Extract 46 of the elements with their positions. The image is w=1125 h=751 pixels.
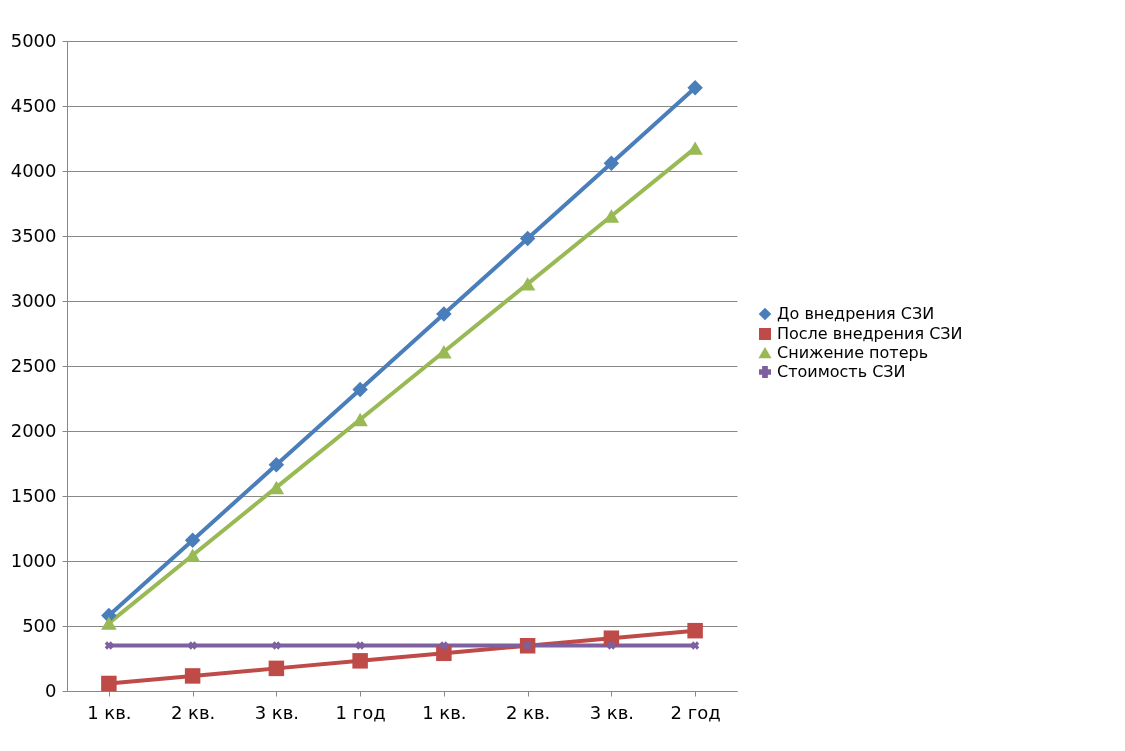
- point: [607, 641, 616, 650]
- point: [603, 155, 620, 171]
- point: [184, 668, 201, 684]
- y-tick-label: 3500: [10, 224, 57, 246]
- point: [268, 480, 285, 495]
- y-tick-label: 1000: [10, 549, 57, 571]
- point: [268, 660, 285, 677]
- x-tick-label: 2 кв.: [505, 701, 551, 723]
- point: [352, 381, 368, 398]
- point: [687, 622, 703, 639]
- y-tick-label: 500: [22, 614, 57, 636]
- x-tick-label: 1 кв.: [87, 701, 132, 723]
- point: [519, 230, 536, 247]
- point: [436, 306, 452, 322]
- point: [436, 344, 452, 359]
- y-tick-label: 4000: [10, 159, 57, 181]
- legend-label: Стоимость СЗИ: [777, 362, 906, 381]
- legend-label: После внедрения СЗИ: [777, 324, 963, 343]
- y-tick-label: 5000: [10, 29, 57, 51]
- point: [101, 675, 117, 692]
- point: [439, 641, 449, 650]
- y-tick-label: 0: [45, 679, 57, 701]
- point: [355, 641, 365, 650]
- point: [690, 641, 700, 650]
- x-tick-label: 2 год: [670, 701, 721, 723]
- point: [104, 641, 114, 650]
- y-tick-label: 2000: [10, 419, 57, 441]
- x-tick-label: 1 кв.: [422, 701, 467, 723]
- x-tick-label: 2 кв.: [170, 701, 216, 723]
- y-tick-label: 1500: [10, 484, 57, 506]
- x-tick-label: 3 кв.: [254, 701, 300, 723]
- point: [184, 532, 201, 548]
- point: [687, 80, 703, 96]
- x-tick-label: 3 кв.: [589, 701, 635, 723]
- y-tick-label: 2500: [10, 354, 57, 376]
- x-tick-label: 1 год: [335, 701, 386, 723]
- point: [101, 616, 117, 630]
- point: [188, 641, 197, 650]
- point: [268, 457, 285, 473]
- point: [352, 653, 368, 669]
- legend-label: Снижение потерь: [777, 343, 929, 362]
- point: [352, 412, 368, 427]
- y-tick-label: 4500: [10, 94, 57, 116]
- point: [272, 641, 281, 650]
- y-tick-label: 3000: [10, 289, 57, 311]
- legend-label: До внедрения СЗИ: [777, 304, 935, 323]
